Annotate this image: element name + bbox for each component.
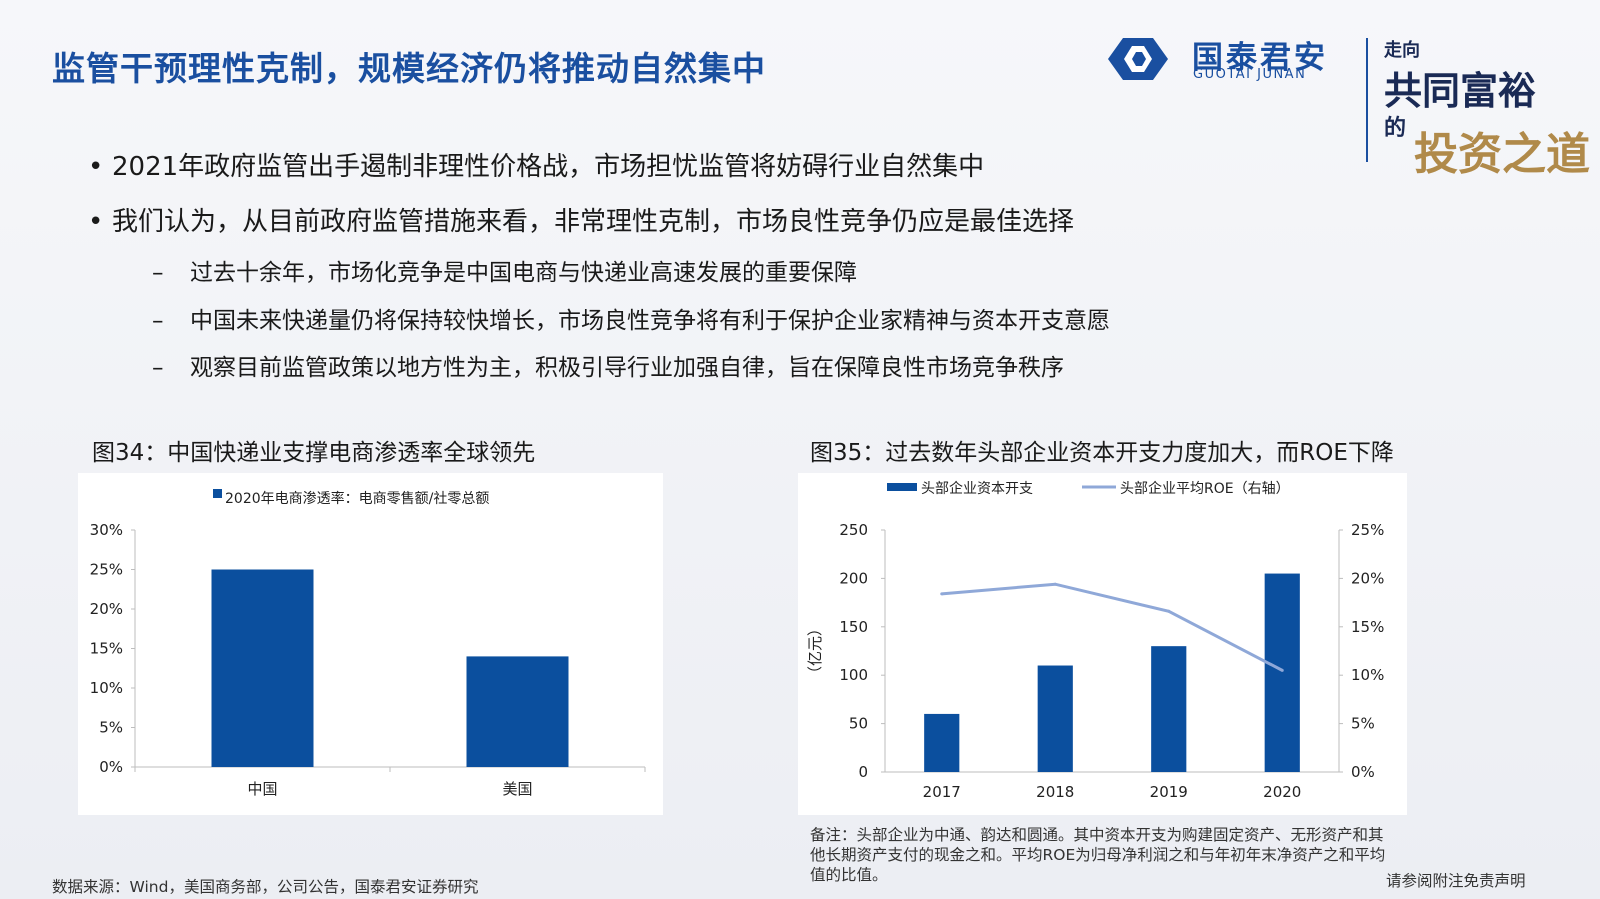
x-tick-label: 2020 (1263, 783, 1301, 801)
disclaimer-link[interactable]: 请参阅附注免责声明 (1386, 872, 1526, 890)
logo-chinese-name: 国泰君安 (1192, 40, 1328, 76)
sub-bullet-item: – 中国未来快递量仍将保持较快增长，市场良性竞争将有利于保护企业家精神与资本开支意… (152, 301, 1110, 335)
roe-line (941, 582, 1283, 672)
sub-bullet-item: – 观察目前监管政策以地方性为主，积极引导行业加强自律，旨在保障良性市场竞争秩序 (152, 348, 1064, 382)
y2-tick-label: 20% (1351, 569, 1384, 587)
roe-point-2017 (940, 592, 944, 596)
y-tick-label: 0% (99, 758, 123, 776)
bar-2018 (1037, 665, 1073, 772)
page-title: 监管干预理性克制，规模经济仍将推动自然集中 (52, 49, 766, 88)
chart-panel-penetration: 2020年电商渗透率：电商零售额/社零总额 0% 5% 10% 15% 20% 25% 30%… (78, 473, 663, 815)
bar-2020 (1264, 573, 1300, 772)
y-tick-label: 25% (90, 561, 123, 579)
y-tick-label: 0 (858, 763, 868, 781)
y2-tick-label: 15% (1351, 618, 1384, 636)
legend-label-roe: 头部企业平均ROE（右轴） (1120, 480, 1290, 497)
chart-panel-capex-roe: 头部企业资本开支 头部企业平均ROE（右轴） 0 50 100 150 200 250 0% 5%… (798, 473, 1407, 815)
sub-bullet-text: 过去十余年，市场化竞争是中国电商与快递业高速发展的重要保障 (190, 260, 857, 286)
y-tick-label: 30% (90, 521, 123, 539)
chart-caption-right: 图35：过去数年头部企业资本开支力度加大，而ROE下降 (810, 440, 1394, 466)
x-tick-label: 中国 (247, 780, 277, 798)
chart-note: 备注：头部企业为中通、韵达和圆通。其中资本开支为购建固定资产、无形资产和其他长期… (810, 826, 1386, 884)
slogan-line-1: 走向 (1384, 40, 1420, 61)
bullet-dot-icon: • (88, 207, 104, 237)
y2-tick-label: 5% (1351, 715, 1375, 733)
capex-roe-combo-chart: 头部企业资本开支 头部企业平均ROE（右轴） 0 50 100 150 200 250 0% 5%… (806, 480, 1384, 801)
data-source: 数据来源：Wind，美国商务部，公司公告，国泰君安证券研究 (52, 878, 479, 896)
slogan-calligraphy: 走向 共同富裕 的 投资之道 (1384, 34, 1590, 180)
roe-point-2019 (1167, 609, 1171, 613)
roe-point-2018 (1053, 582, 1057, 586)
slogan-line-4: 投资之道 (1414, 129, 1590, 180)
header-divider (1366, 38, 1368, 162)
penetration-bar-chart: 2020年电商渗透率：电商零售额/社零总额 0% 5% 10% 15% 20% 25% 30%… (90, 489, 646, 798)
x-tick-label: 美国 (502, 780, 532, 798)
bar-2019 (1151, 646, 1187, 772)
x-tick-label: 2017 (923, 783, 961, 801)
bullet-item: • 我们认为，从目前政府监管措施来看，非常理性克制，市场良性竞争仍应是最佳选择 (88, 201, 1074, 238)
sub-bullet-dash-icon: – (152, 308, 164, 334)
y2-tick-label: 25% (1351, 521, 1384, 539)
y-tick-label: 250 (839, 521, 868, 539)
x-tick-label: 2018 (1036, 783, 1074, 801)
y-axis-label: （亿元） (806, 621, 824, 681)
bullet-text: 2021年政府监管出手遏制非理性价格战，市场担忧监管将妨碍行业自然集中 (112, 152, 985, 182)
x-tick-label: 2019 (1150, 783, 1188, 801)
sub-bullet-item: – 过去十余年，市场化竞争是中国电商与快递业高速发展的重要保障 (152, 253, 857, 287)
chart-caption-left: 图34：中国快递业支撑电商渗透率全球领先 (92, 440, 536, 466)
bar-2017 (924, 713, 960, 772)
y-tick-label: 200 (839, 569, 868, 587)
legend-swatch (213, 489, 222, 498)
bullet-item: • 2021年政府监管出手遏制非理性价格战，市场担忧监管将妨碍行业自然集中 (88, 146, 984, 183)
legend-label-capex: 头部企业资本开支 (921, 480, 1033, 497)
y-tick-label: 150 (839, 618, 868, 636)
legend-swatch-capex (887, 483, 917, 491)
guotai-junan-logo-icon (1108, 38, 1168, 80)
sub-bullet-dash-icon: – (152, 260, 164, 286)
bullet-dot-icon: • (88, 152, 104, 182)
slogan-line-3: 的 (1384, 115, 1407, 141)
y2-tick-label: 0% (1351, 763, 1375, 781)
sub-bullet-dash-icon: – (152, 355, 164, 381)
sub-bullet-text: 中国未来快递量仍将保持较快增长，市场良性竞争将有利于保护企业家精神与资本开支意愿 (190, 308, 1110, 334)
roe-point-2020 (1280, 668, 1284, 672)
slogan-line-2: 共同富裕 (1384, 68, 1537, 113)
sub-bullet-text: 观察目前监管政策以地方性为主，积极引导行业加强自律，旨在保障良性市场竞争秩序 (190, 355, 1064, 381)
y-tick-label: 10% (90, 679, 123, 697)
bar-美国 (466, 656, 569, 767)
y-tick-label: 100 (839, 666, 868, 684)
logo-english-name: GUOTAI JUNAN (1193, 67, 1307, 82)
legend-label: 2020年电商渗透率：电商零售额/社零总额 (225, 490, 489, 507)
y-tick-label: 20% (90, 600, 123, 618)
y2-tick-label: 10% (1351, 666, 1384, 684)
y-tick-label: 15% (90, 640, 123, 658)
bar-中国 (211, 569, 314, 767)
y-tick-label: 50 (849, 715, 868, 733)
y-tick-label: 5% (99, 719, 123, 737)
bullet-text: 我们认为，从目前政府监管措施来看，非常理性克制，市场良性竞争仍应是最佳选择 (112, 207, 1075, 237)
